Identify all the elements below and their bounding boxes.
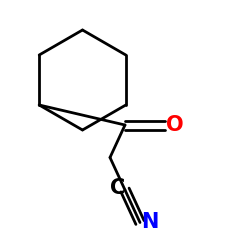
Text: O: O — [166, 115, 184, 135]
Text: C: C — [110, 178, 125, 198]
Text: N: N — [141, 212, 159, 233]
